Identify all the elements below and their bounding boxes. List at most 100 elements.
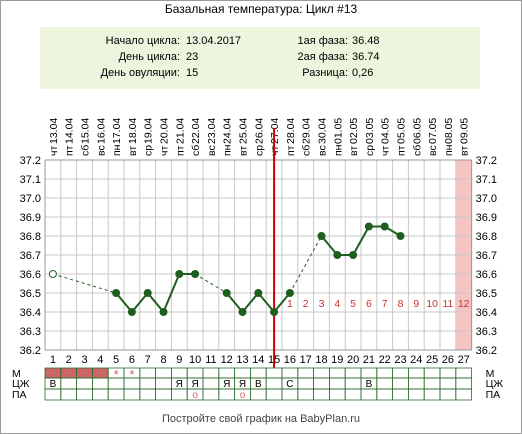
date-label: 13.04 (48, 118, 60, 144)
temperature-point (127, 308, 136, 316)
luteal-day-label: 6 (366, 298, 372, 310)
day-number: 15 (268, 354, 280, 366)
row-cell (439, 377, 457, 390)
weekday-label: пт (174, 145, 186, 156)
row-cell (344, 388, 362, 401)
date-label: 18.04 (127, 118, 139, 144)
day-number: 7 (145, 354, 151, 366)
row-cell (313, 377, 330, 390)
temperature-point (333, 251, 342, 259)
cervical-fluid-mark: Я (176, 379, 183, 390)
temperature-segment (289, 235, 322, 294)
row-cell (376, 377, 393, 390)
row-cell (170, 367, 188, 379)
day-number: 23 (394, 354, 406, 366)
footer-link[interactable]: Постройте свой график на BabyPlan.ru (161, 413, 361, 425)
date-label: 17.04 (111, 118, 123, 144)
date-label: 24.04 (222, 118, 234, 144)
row-cell (360, 367, 378, 379)
chart-title: Базальная температура: Цикл #13 (164, 2, 358, 16)
day-number: 3 (81, 354, 87, 366)
date-label: 20.04 (159, 118, 171, 144)
row-label-right: ПА (486, 389, 501, 401)
row-label-left: ЦЖ (12, 378, 30, 390)
menstruation-cell (45, 368, 61, 378)
temperature-point (48, 270, 57, 278)
day-number: 25 (426, 354, 438, 366)
temperature-segment (115, 292, 133, 313)
temperature-point (112, 289, 121, 297)
luteal-day-label: 4 (334, 298, 340, 310)
row-cell (439, 388, 457, 401)
day-number: 13 (236, 354, 248, 366)
day-number: 27 (458, 354, 470, 366)
row-cell (186, 367, 204, 379)
day-number: 16 (284, 354, 296, 366)
weekday-label: сб (190, 145, 202, 156)
difference-value: 0,26 (352, 67, 374, 79)
row-cell (392, 367, 409, 379)
row-cell (328, 388, 346, 401)
day-number: 10 (189, 354, 201, 366)
row-cell (328, 367, 346, 379)
date-label: 08.05 (443, 118, 455, 144)
row-label-left: М (12, 368, 21, 380)
date-label: 19.04 (143, 118, 155, 144)
weekday-label: чт (380, 146, 392, 156)
day-number: 6 (129, 354, 135, 366)
date-label: 21.04 (174, 118, 186, 144)
menstruation-cell (76, 368, 93, 378)
y-tick-label-right: 36.6 (476, 269, 497, 281)
luteal-day-label: 12 (458, 298, 470, 310)
row-cell (455, 377, 472, 390)
y-tick-label-left: 36.3 (20, 326, 41, 338)
temperature-point (191, 270, 200, 278)
weekday-label: вс (427, 145, 439, 156)
date-label: 03.05 (364, 118, 376, 144)
weekday-label: вт (127, 146, 139, 156)
temperature-point (159, 308, 168, 316)
day-number: 26 (442, 354, 454, 366)
row-cell (407, 377, 425, 390)
row-cell (407, 367, 425, 379)
weekday-label: вт (348, 146, 360, 156)
weekday-label: пт (285, 145, 297, 156)
row-cell (155, 367, 172, 379)
phase2-label: 2ая фаза: (297, 51, 348, 63)
row-cell (313, 367, 330, 379)
y-tick-label-left: 36.6 (20, 269, 41, 281)
row-cell (139, 388, 157, 401)
weekday-label: вс (95, 145, 107, 156)
row-cell (170, 388, 188, 401)
weekday-label: чт (159, 146, 171, 156)
weekday-label: пн (443, 144, 455, 156)
row-cell (297, 367, 314, 379)
row-cell (281, 367, 299, 379)
temperature-segment (257, 292, 275, 313)
row-cell (297, 388, 314, 401)
day-number: 2 (66, 354, 72, 366)
phase1-value: 36.48 (352, 35, 380, 47)
y-tick-label-right: 36.7 (476, 250, 497, 262)
day-number: 21 (363, 354, 375, 366)
y-tick-label-left: 37.2 (20, 155, 41, 167)
weekday-label: вт (238, 146, 250, 156)
luteal-day-label: 1 (287, 298, 293, 310)
cervical-fluid-mark: В (50, 379, 57, 390)
intercourse-mark: o (240, 390, 246, 401)
row-label-right: ЦЖ (486, 378, 504, 390)
row-cell (392, 377, 409, 390)
y-tick-label-left: 36.2 (20, 345, 41, 357)
weekday-label: чт (48, 146, 60, 156)
temperature-segment (146, 292, 165, 313)
row-cell (123, 388, 141, 401)
y-tick-label-left: 37.0 (20, 193, 41, 205)
y-tick-label-left: 36.7 (20, 250, 41, 262)
cervical-fluid-mark: Я (223, 379, 230, 390)
cycle-day-label: День цикла: (118, 51, 180, 63)
plot-border (44, 159, 473, 351)
row-cell (265, 377, 283, 390)
weekday-label: пн (332, 144, 344, 156)
cervical-fluid-mark: Я (239, 379, 246, 390)
